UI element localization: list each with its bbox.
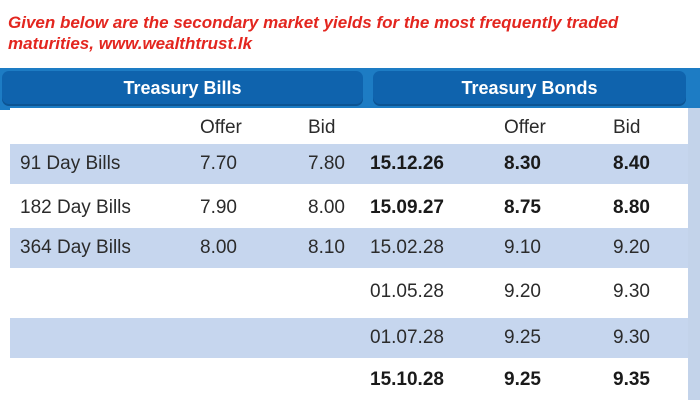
yields-table: Offer Bid Offer Bid 91 Day Bills 7.70 7.…: [10, 108, 688, 400]
bond-maturity: 15.09.27: [370, 197, 444, 218]
bill-tenor: 91 Day Bills: [20, 153, 121, 174]
bond-maturity: 01.07.28: [370, 327, 444, 348]
table-row: 15.10.28 9.25 9.35: [10, 360, 688, 400]
bond-maturity: 15.02.28: [370, 237, 444, 258]
bills-bid-header: Bid: [308, 117, 336, 138]
bond-offer: 9.20: [504, 281, 541, 302]
bond-bid: 9.35: [613, 369, 650, 390]
bond-offer: 9.10: [504, 237, 541, 258]
treasury-bills-header: Treasury Bills: [2, 71, 363, 106]
bill-offer: 8.00: [200, 237, 237, 258]
table-row: 01.05.28 9.20 9.30: [10, 272, 688, 312]
treasury-bonds-header: Treasury Bonds: [373, 71, 686, 106]
bond-bid: 8.80: [613, 197, 650, 218]
bond-bid: 8.40: [613, 153, 650, 174]
bond-offer: 9.25: [504, 327, 541, 348]
bills-offer-header: Offer: [200, 117, 242, 138]
bonds-bid-header: Bid: [613, 117, 641, 138]
bill-offer: 7.70: [200, 153, 237, 174]
bill-bid: 8.10: [308, 237, 345, 258]
bill-tenor: 182 Day Bills: [20, 197, 131, 218]
bonds-offer-header: Offer: [504, 117, 546, 138]
bill-bid: 8.00: [308, 197, 345, 218]
bill-offer: 7.90: [200, 197, 237, 218]
bond-bid: 9.30: [613, 327, 650, 348]
bond-offer: 8.75: [504, 197, 541, 218]
right-edge-strip: [688, 108, 700, 400]
caption-text: Given below are the secondary market yie…: [8, 13, 619, 53]
bond-maturity: 01.05.28: [370, 281, 444, 302]
column-header-row: Offer Bid Offer Bid: [10, 108, 688, 148]
bond-maturity: 15.10.28: [370, 369, 444, 390]
bond-offer: 8.30: [504, 153, 541, 174]
bond-maturity: 15.12.26: [370, 153, 444, 174]
table-row: 91 Day Bills 7.70 7.80 15.12.26 8.30 8.4…: [10, 144, 688, 184]
bill-tenor: 364 Day Bills: [20, 237, 131, 258]
bond-bid: 9.20: [613, 237, 650, 258]
bond-offer: 9.25: [504, 369, 541, 390]
table-row: 182 Day Bills 7.90 8.00 15.09.27 8.75 8.…: [10, 188, 688, 228]
bond-bid: 9.30: [613, 281, 650, 302]
table-row: 364 Day Bills 8.00 8.10 15.02.28 9.10 9.…: [10, 228, 688, 268]
table-row: 01.07.28 9.25 9.30: [10, 318, 688, 358]
bill-bid: 7.80: [308, 153, 345, 174]
